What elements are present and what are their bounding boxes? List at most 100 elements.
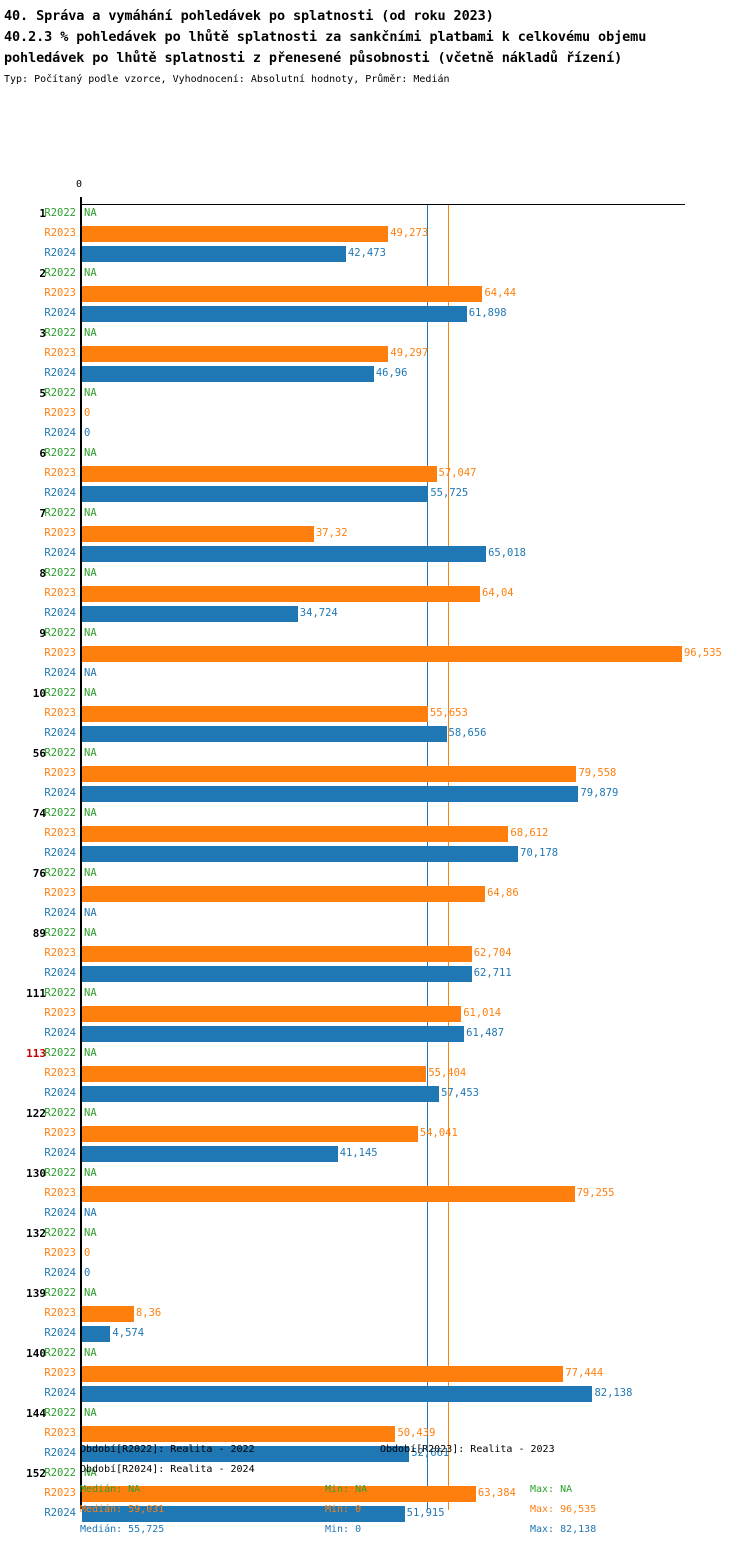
bar-r2024[interactable] — [82, 486, 429, 502]
bar-r2024[interactable] — [82, 546, 487, 562]
series-label-r2024: R2024 — [44, 1207, 76, 1219]
chart-bar-row: R2024 51,915 — [0, 1504, 750, 1524]
row-group-id: 74 — [32, 807, 46, 820]
series-label-r2024: R2024 — [44, 1387, 76, 1399]
bar-r2023[interactable] — [82, 1426, 396, 1442]
chart-row-group: 140 R2022 NA R2023 77,444 R2024 82,138 — [0, 1344, 750, 1404]
bar-value-label: NA — [84, 387, 97, 399]
bar-value-label: NA — [84, 447, 97, 459]
bar-r2023[interactable] — [82, 1306, 134, 1322]
chart-row-group: 113 R2022 NA R2023 55,404 R2024 57,453 — [0, 1044, 750, 1104]
page-title: 40. Správa a vymáhání pohledávek po spla… — [4, 8, 494, 24]
chart-bar-row: R2024 62,711 — [0, 964, 750, 984]
chart-bar-row: R2023 0 — [0, 1244, 750, 1264]
bar-value-label: 0 — [84, 427, 91, 439]
chart-bar-row: R2024 41,145 — [0, 1144, 750, 1164]
series-label-r2023: R2023 — [44, 827, 76, 839]
bar-r2024[interactable] — [82, 306, 467, 322]
bar-r2023[interactable] — [82, 706, 428, 722]
series-label-r2022: R2022 — [44, 567, 76, 579]
bar-r2024[interactable] — [82, 1086, 440, 1102]
chart-bar-row: R2023 50,439 — [0, 1424, 750, 1444]
bar-r2023[interactable] — [82, 1366, 564, 1382]
bar-r2024[interactable] — [82, 246, 346, 262]
bar-value-label: 57,453 — [441, 1087, 479, 1099]
chart-bar-row: R2022 NA — [0, 1464, 750, 1484]
row-group-id: 132 — [26, 1227, 46, 1240]
chart-bar-row: R2024 42,473 — [0, 244, 750, 264]
chart-row-group: 76 R2022 NA R2023 64,86 R2024 NA — [0, 864, 750, 924]
chart-bar-row: R2024 82,138 — [0, 1384, 750, 1404]
series-label-r2024: R2024 — [44, 967, 76, 979]
bar-r2023[interactable] — [82, 766, 577, 782]
bar-r2023[interactable] — [82, 586, 480, 602]
bar-value-label: NA — [84, 907, 97, 919]
bar-r2023[interactable] — [82, 1486, 476, 1502]
series-label-r2023: R2023 — [44, 527, 76, 539]
chart-row-group: 122 R2022 NA R2023 54,041 R2024 41,145 — [0, 1104, 750, 1164]
bar-r2024[interactable] — [82, 1446, 410, 1462]
bar-r2023[interactable] — [82, 1126, 418, 1142]
row-group-id: 113 — [26, 1047, 46, 1060]
bar-value-label: 61,487 — [466, 1027, 505, 1039]
bar-r2023[interactable] — [82, 946, 472, 962]
bar-r2024[interactable] — [82, 726, 447, 742]
bar-value-label: NA — [84, 807, 97, 819]
bar-r2024[interactable] — [82, 1026, 465, 1042]
bar-r2023[interactable] — [82, 1066, 427, 1082]
bar-r2024[interactable] — [82, 1386, 593, 1402]
legend-item-r2022: Období[R2022]: Realita - 2022 — [80, 1444, 255, 1455]
bar-r2024[interactable] — [82, 1506, 405, 1522]
bar-r2024[interactable] — [82, 606, 298, 622]
chart-bar-row: R2022 NA — [0, 444, 750, 464]
bar-value-label: 52,661 — [411, 1447, 450, 1459]
series-label-r2024: R2024 — [44, 1147, 76, 1159]
bar-r2023[interactable] — [82, 886, 486, 902]
bar-value-label: 50,439 — [397, 1427, 436, 1439]
bar-value-label: 41,145 — [339, 1147, 378, 1159]
series-label-r2024: R2024 — [44, 1327, 76, 1339]
bar-r2023[interactable] — [82, 286, 483, 302]
bar-r2023[interactable] — [82, 466, 437, 482]
chart-bar-row: R2022 NA — [0, 1044, 750, 1064]
bar-r2023[interactable] — [82, 1006, 462, 1022]
bar-r2024[interactable] — [82, 846, 519, 862]
bar-r2023[interactable] — [82, 826, 509, 842]
chart-bar-row: R2022 NA — [0, 264, 750, 284]
chart-bar-row: R2024 46,96 — [0, 364, 750, 384]
chart-bar-row: R2023 61,014 — [0, 1004, 750, 1024]
chart-bar-row: R2022 NA — [0, 204, 750, 224]
axis-top-line — [81, 204, 685, 205]
series-label-r2024: R2024 — [44, 427, 76, 439]
series-label-r2023: R2023 — [44, 707, 76, 719]
bar-r2023[interactable] — [82, 226, 389, 242]
bar-r2023[interactable] — [82, 346, 389, 362]
chart-bar-row: R2022 NA — [0, 564, 750, 584]
bar-value-label: 64,04 — [482, 587, 514, 599]
bar-r2023[interactable] — [82, 526, 314, 542]
series-label-r2024: R2024 — [44, 907, 76, 919]
bar-r2023[interactable] — [82, 1186, 575, 1202]
bar-value-label: 34,724 — [299, 607, 338, 619]
bar-r2024[interactable] — [82, 1146, 338, 1162]
bar-value-label: NA — [84, 667, 97, 679]
legend-row-series-2: Období[R2024]: Realita - 2024 — [0, 1464, 750, 1484]
row-group-id: 152 — [26, 1467, 46, 1480]
chart-subtitle-line-2: pohledávek po lhůtě splatnosti z přenese… — [4, 50, 623, 66]
bar-value-label: 49,273 — [390, 227, 429, 239]
bar-r2024[interactable] — [82, 786, 579, 802]
bar-value-label: NA — [84, 1227, 97, 1239]
series-label-r2022: R2022 — [44, 267, 76, 279]
bar-value-label: 79,558 — [578, 767, 617, 779]
bar-r2024[interactable] — [82, 966, 472, 982]
bar-r2024[interactable] — [82, 1326, 111, 1342]
series-label-r2024: R2024 — [44, 367, 76, 379]
row-group-id: 122 — [26, 1107, 46, 1120]
chart-subtitle-line-1: 40.2.3 % pohledávek po lhůtě splatnosti … — [4, 29, 647, 45]
bar-value-label: 46,96 — [375, 367, 408, 379]
bar-value-label: NA — [84, 1287, 97, 1299]
series-label-r2023: R2023 — [44, 347, 76, 359]
bar-r2024[interactable] — [82, 366, 374, 382]
chart-bar-row: R2023 68,612 — [0, 824, 750, 844]
bar-r2023[interactable] — [82, 646, 682, 662]
